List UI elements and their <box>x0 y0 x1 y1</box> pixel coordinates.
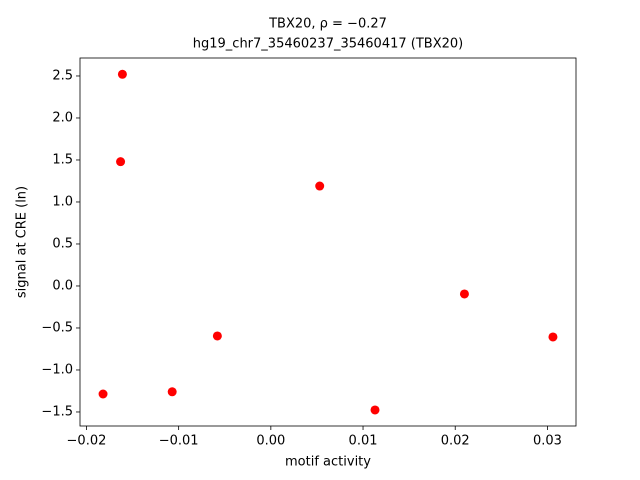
x-tick-label: −0.01 <box>159 434 199 449</box>
y-tick-label: 2.0 <box>52 110 73 125</box>
scatter-point <box>117 69 127 79</box>
y-tick-label: 1.0 <box>52 194 73 209</box>
plot-frame <box>79 57 577 427</box>
x-tick-label: −0.02 <box>67 434 107 449</box>
x-tick-label: 0.02 <box>441 434 470 449</box>
chart-subtitle: hg19_chr7_35460237_35460417 (TBX20) <box>193 37 463 52</box>
y-tick-label: 0.0 <box>52 278 73 293</box>
scatter-point <box>98 389 108 399</box>
x-axis-label: motif activity <box>285 455 371 470</box>
x-tick-label: 0.00 <box>256 434 285 449</box>
y-tick-label: 1.5 <box>52 152 73 167</box>
scatter-point <box>116 157 126 167</box>
y-axis-label: signal at CRE (ln) <box>15 186 30 298</box>
y-tick-label: −1.5 <box>41 404 73 419</box>
scatter-point <box>548 332 558 342</box>
y-tick-label: −1.0 <box>41 362 73 377</box>
x-tick-label: 0.01 <box>349 434 378 449</box>
scatter-point <box>212 331 222 341</box>
scatter-point <box>167 387 177 397</box>
x-tick-label: 0.03 <box>533 434 562 449</box>
scatter-point <box>370 405 380 415</box>
y-tick-label: −0.5 <box>41 320 73 335</box>
y-tick-label: 0.5 <box>52 236 73 251</box>
y-tick-label: 2.5 <box>52 68 73 83</box>
scatter-point <box>315 181 325 191</box>
chart-title: TBX20, ρ = −0.27 <box>268 17 387 32</box>
scatter-point <box>459 289 469 299</box>
